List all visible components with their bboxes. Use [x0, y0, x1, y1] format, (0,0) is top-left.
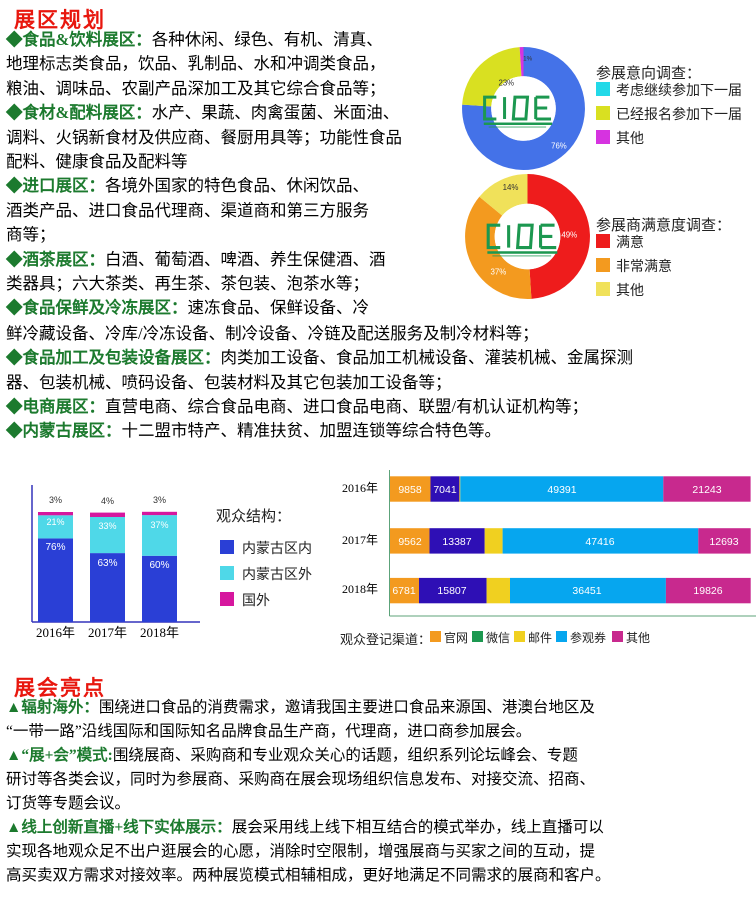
svg-text:14%: 14% — [503, 183, 519, 192]
svg-text:37%: 37% — [150, 520, 168, 530]
svg-text:6781: 6781 — [392, 585, 416, 597]
svg-text:13387: 13387 — [442, 536, 471, 548]
svg-text:7041: 7041 — [433, 484, 457, 496]
svg-text:37%: 37% — [490, 268, 506, 277]
svg-text:60%: 60% — [149, 560, 169, 571]
svg-text:2016年: 2016年 — [342, 481, 378, 495]
svg-text:21243: 21243 — [692, 484, 721, 496]
svg-text:2017年: 2017年 — [88, 625, 127, 640]
svg-text:3%: 3% — [153, 495, 166, 505]
svg-text:2018年: 2018年 — [140, 625, 179, 640]
svg-text:33%: 33% — [98, 521, 116, 531]
svg-text:23%: 23% — [499, 79, 515, 88]
svg-text:2018年: 2018年 — [342, 582, 378, 596]
svg-text:21%: 21% — [46, 517, 64, 527]
svg-text:15807: 15807 — [437, 585, 466, 597]
svg-text:49391: 49391 — [547, 484, 576, 496]
svg-text:2016年: 2016年 — [36, 625, 75, 640]
svg-text:9562: 9562 — [398, 536, 422, 548]
svg-text:2017年: 2017年 — [342, 533, 378, 547]
svg-text:76%: 76% — [551, 142, 567, 151]
svg-text:3%: 3% — [49, 495, 62, 505]
svg-text:19826: 19826 — [693, 585, 722, 597]
svg-text:47416: 47416 — [585, 536, 614, 548]
svg-text:36451: 36451 — [572, 585, 601, 597]
svg-text:4%: 4% — [101, 496, 114, 506]
svg-text:76%: 76% — [45, 542, 65, 553]
svg-text:1%: 1% — [523, 56, 532, 63]
svg-text:63%: 63% — [97, 558, 117, 569]
svg-text:12693: 12693 — [709, 536, 738, 548]
svg-text:9858: 9858 — [398, 484, 422, 496]
